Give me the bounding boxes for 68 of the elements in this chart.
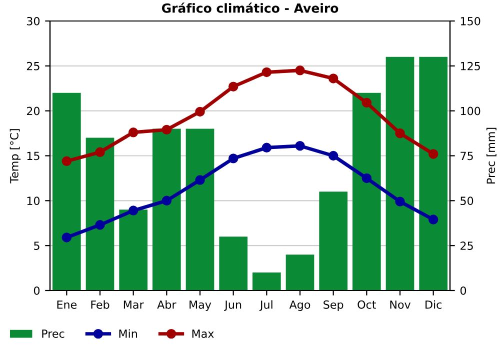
y-tick-label: 25 xyxy=(26,62,40,70)
point xyxy=(195,106,205,117)
x-tick-label: Jul xyxy=(259,300,272,311)
x-tick-label: Abr xyxy=(157,300,176,309)
point xyxy=(328,150,338,161)
x-tick-label: Dic xyxy=(426,300,442,309)
point xyxy=(362,173,372,184)
point xyxy=(162,196,172,206)
point xyxy=(162,124,172,135)
point xyxy=(128,206,138,216)
x-tick-label: Ene xyxy=(57,300,77,309)
point xyxy=(295,141,305,151)
point xyxy=(395,128,405,138)
point xyxy=(262,67,272,78)
bar xyxy=(386,56,414,290)
bar xyxy=(319,192,348,290)
y-tick-label: 30 xyxy=(26,16,40,26)
y-tick-label: 15 xyxy=(27,152,40,160)
y2-tick-label: 0 xyxy=(460,286,466,295)
bar xyxy=(186,128,214,290)
point xyxy=(128,128,138,138)
bar xyxy=(219,236,248,290)
y2-tick-label: 150 xyxy=(460,16,480,26)
point xyxy=(295,66,305,76)
bar xyxy=(119,210,148,290)
point xyxy=(62,232,72,242)
bar xyxy=(286,254,314,290)
y2-tick-label: 25 xyxy=(460,242,473,250)
point xyxy=(395,196,405,206)
point xyxy=(95,220,105,230)
point xyxy=(62,156,72,166)
y-tick-label: 10 xyxy=(27,196,40,206)
x-tick-label: May xyxy=(190,300,212,311)
point xyxy=(262,142,272,153)
legend-label: Prec xyxy=(42,330,64,338)
y2-tick-label: 50 xyxy=(460,196,474,206)
point xyxy=(428,149,438,159)
point xyxy=(95,147,105,158)
point xyxy=(428,214,438,224)
x-tick-label: Feb xyxy=(91,300,110,309)
x-tick-label: Jun xyxy=(224,300,242,311)
point xyxy=(195,175,205,185)
x-tick-label: Mar xyxy=(124,300,144,309)
bar xyxy=(152,128,181,290)
y2-tick-label: 100 xyxy=(460,106,480,116)
bar xyxy=(419,56,448,290)
point xyxy=(328,74,338,84)
y-tick-label: 5 xyxy=(34,242,40,250)
y2-tick-label: 125 xyxy=(460,62,480,70)
bar xyxy=(86,138,114,290)
y2-tick-label: 75 xyxy=(460,152,473,160)
x-tick-label: Ago xyxy=(289,300,310,311)
y2-axis-title: Prec [mm] xyxy=(486,128,496,184)
x-tick-label: Oct xyxy=(358,300,376,309)
legend-label: Min xyxy=(119,329,137,338)
y-axis-title: Temp [°C] xyxy=(10,129,21,184)
point xyxy=(362,98,372,108)
bar xyxy=(252,272,281,290)
chart-title: Gráfico climático - Aveiro xyxy=(162,2,338,13)
point xyxy=(228,82,238,92)
bar xyxy=(352,92,381,290)
legend-label: Max xyxy=(192,330,214,338)
point xyxy=(228,154,238,164)
y-tick-label: 20 xyxy=(26,106,40,116)
y-tick-label: 0 xyxy=(34,286,40,295)
x-tick-label: Nov xyxy=(390,300,411,309)
bar xyxy=(52,92,81,290)
x-tick-label: Sep xyxy=(324,300,344,311)
